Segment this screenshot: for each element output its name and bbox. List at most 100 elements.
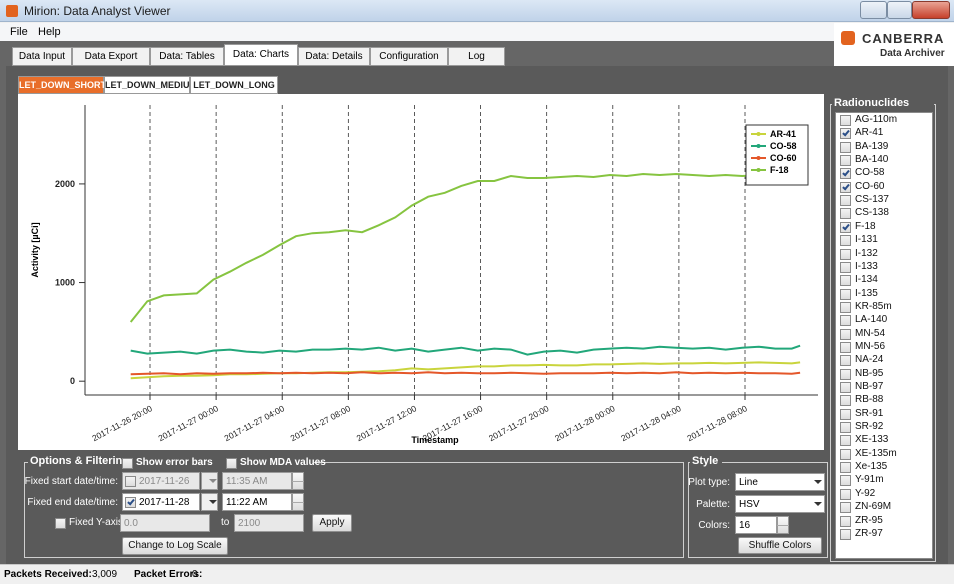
- radionuclide-label[interactable]: BA-140: [855, 154, 889, 166]
- y-min-field[interactable]: 0.0: [120, 514, 210, 532]
- radionuclide-label[interactable]: MN-54: [855, 327, 886, 339]
- subtab-active[interactable]: LET_DOWN_SHORT: [18, 76, 106, 94]
- radionuclide-label[interactable]: Y-92: [855, 487, 876, 499]
- checkbox[interactable]: [840, 355, 851, 367]
- radionuclide-label[interactable]: CO-60: [855, 180, 885, 192]
- checkbox[interactable]: [840, 141, 851, 153]
- checkbox[interactable]: [125, 497, 136, 508]
- radionuclide-label[interactable]: CS-138: [855, 207, 889, 219]
- date-field[interactable]: 2017-11-28: [122, 493, 200, 511]
- radionuclide-label[interactable]: NA-24: [855, 354, 884, 366]
- checkbox[interactable]: [840, 221, 851, 233]
- time-field[interactable]: 11:22 AM: [222, 493, 292, 511]
- tab-active[interactable]: Data: Charts: [224, 44, 298, 66]
- radionuclide-label[interactable]: I-131: [855, 234, 878, 246]
- checkbox[interactable]: [840, 448, 851, 460]
- close-button[interactable]: [912, 1, 950, 19]
- checkbox[interactable]: [840, 488, 851, 500]
- checkbox[interactable]: [122, 458, 133, 469]
- checkbox[interactable]: [125, 476, 136, 487]
- checkbox[interactable]: [840, 208, 851, 220]
- palette-combo[interactable]: HSV: [735, 495, 825, 513]
- radionuclide-label[interactable]: Y-91m: [855, 474, 884, 486]
- maximize-button[interactable]: [887, 1, 912, 19]
- tab[interactable]: Data: Details: [298, 47, 370, 66]
- radionuclide-label[interactable]: MN-56: [855, 340, 886, 352]
- tab[interactable]: Data Export: [72, 47, 150, 66]
- checkbox[interactable]: [840, 408, 851, 420]
- checkbox[interactable]: [226, 458, 237, 469]
- checkbox[interactable]: [840, 528, 851, 540]
- radionuclide-label[interactable]: Xe-135: [855, 461, 888, 473]
- checkbox[interactable]: [840, 275, 851, 287]
- radionuclide-label[interactable]: CO-58: [855, 167, 885, 179]
- radionuclide-label[interactable]: I-133: [855, 260, 878, 272]
- radionuclide-label[interactable]: SR-92: [855, 421, 884, 433]
- subtab[interactable]: LET_DOWN_LONG: [190, 76, 278, 94]
- colors-spin-field[interactable]: 16: [735, 516, 777, 534]
- checkbox[interactable]: [840, 341, 851, 353]
- y-max-field[interactable]: 2100: [234, 514, 304, 532]
- radionuclide-label[interactable]: ZN-69M: [855, 501, 892, 513]
- menu-item[interactable]: Help: [38, 26, 61, 38]
- checkbox[interactable]: [840, 288, 851, 300]
- checkbox[interactable]: [840, 462, 851, 474]
- time-field[interactable]: 11:35 AM: [222, 472, 292, 490]
- radionuclide-label[interactable]: I-135: [855, 287, 878, 299]
- checkbox[interactable]: [840, 422, 851, 434]
- checkbox[interactable]: [840, 328, 851, 340]
- checkbox-label: Show error bars: [136, 457, 213, 468]
- tab[interactable]: Data: Tables: [150, 47, 224, 66]
- radionuclide-label[interactable]: F-18: [855, 220, 876, 232]
- radionuclide-label[interactable]: CS-137: [855, 194, 889, 206]
- checkbox[interactable]: [840, 115, 851, 126]
- checkbox[interactable]: [840, 368, 851, 380]
- tab[interactable]: Configuration: [370, 47, 448, 66]
- radionuclide-label[interactable]: NB-95: [855, 367, 884, 379]
- checkbox[interactable]: [840, 382, 851, 393]
- radionuclide-label[interactable]: XE-133: [855, 434, 889, 446]
- radionuclide-label[interactable]: AR-41: [855, 127, 884, 139]
- menu-item[interactable]: File: [10, 26, 28, 38]
- checkbox[interactable]: [840, 248, 851, 260]
- radionuclide-label[interactable]: KR-85m: [855, 300, 892, 312]
- checkbox[interactable]: [840, 435, 851, 447]
- checkbox[interactable]: [840, 181, 851, 193]
- radionuclide-label[interactable]: XE-135m: [855, 447, 897, 459]
- plot-type-combo[interactable]: Line: [735, 473, 825, 491]
- checkbox[interactable]: [840, 502, 851, 514]
- checkbox[interactable]: [840, 235, 851, 247]
- checkbox[interactable]: [840, 301, 851, 313]
- radionuclide-label[interactable]: BA-139: [855, 140, 889, 152]
- radionuclide-label[interactable]: AG-110m: [855, 114, 898, 125]
- subtab[interactable]: LET_DOWN_MEDIUM: [104, 76, 197, 94]
- check-mark: [842, 182, 850, 191]
- radionuclide-label[interactable]: LA-140: [855, 314, 888, 326]
- checkbox[interactable]: [840, 475, 851, 487]
- radionuclide-label[interactable]: SR-91: [855, 407, 884, 419]
- radionuclide-label[interactable]: NB-97: [855, 381, 884, 392]
- tab[interactable]: Log: [448, 47, 505, 66]
- checkbox[interactable]: [840, 168, 851, 180]
- radionuclide-label[interactable]: ZR-95: [855, 514, 883, 526]
- radionuclide-label[interactable]: RB-88: [855, 394, 884, 406]
- checkbox[interactable]: [840, 261, 851, 273]
- legend-label: CO-60: [770, 153, 797, 163]
- checkbox[interactable]: [840, 195, 851, 207]
- checkbox[interactable]: [840, 315, 851, 327]
- radionuclide-label[interactable]: ZR-97: [855, 527, 883, 539]
- apply-button[interactable]: Apply: [312, 514, 352, 532]
- minimize-button[interactable]: [860, 1, 887, 19]
- checkbox[interactable]: [840, 515, 851, 527]
- checkbox[interactable]: [840, 155, 851, 167]
- radionuclides-title: Radionuclides: [834, 97, 910, 109]
- checkbox[interactable]: [840, 128, 851, 140]
- radionuclide-label[interactable]: I-134: [855, 274, 878, 286]
- date-field[interactable]: 2017-11-26: [122, 472, 200, 490]
- radionuclide-label[interactable]: I-132: [855, 247, 878, 259]
- checkbox[interactable]: [840, 395, 851, 407]
- checkbox[interactable]: [55, 518, 66, 529]
- shuffle-button[interactable]: Shuffle Colors: [738, 537, 822, 554]
- log-scale-button[interactable]: Change to Log Scale: [122, 537, 228, 555]
- tab[interactable]: Data Input: [12, 47, 72, 66]
